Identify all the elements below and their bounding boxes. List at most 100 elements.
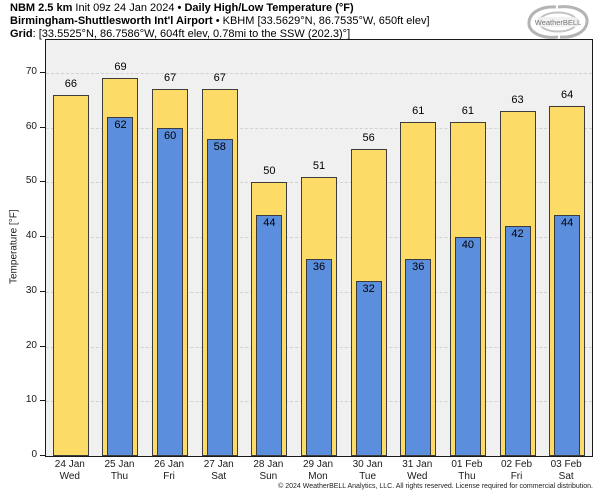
low-bar: 58 [206,138,233,456]
high-value-label: 56 [362,132,375,145]
low-value-label: 44 [561,217,574,230]
x-tick-day: Sat [558,470,574,482]
station-name: Birmingham-Shuttlesworth Int'l Airport [10,15,213,27]
grid-line [46,72,592,74]
x-tick-date: 03 Feb [550,459,582,470]
low-bar: 62 [107,116,134,456]
y-tick-label: 70 [25,65,37,77]
y-tick-mark [40,236,45,238]
x-tick-label: 26 Jan Fri [139,459,199,482]
chart-title: • Daily High/Low Temperature (°F) [177,2,354,14]
x-tick-day: Sun [259,470,278,482]
header-line-2: Birmingham-Shuttlesworth Int'l Airport •… [10,15,430,28]
low-value-label: 40 [461,239,475,252]
x-tick-day: Mon [308,470,328,482]
logo-text: WeatherBELL [535,18,582,27]
high-value-label: 67 [213,72,226,85]
x-tick-date: 24 Jan [54,459,85,470]
x-tick-day: Fri [163,470,175,482]
grid-line [46,127,592,129]
copyright-footer: © 2024 WeatherBELL Analytics, LLC. All r… [278,483,593,490]
x-tick-label: 31 Jan Wed [387,459,447,482]
y-tick-label: 30 [25,284,37,296]
high-value-label: 50 [263,165,276,178]
x-tick-label: 25 Jan Thu [89,459,149,482]
x-tick-label: 27 Jan Sat [189,459,249,482]
low-value-label: 62 [114,118,127,131]
x-tick-label: 29 Jan Mon [288,459,348,482]
y-tick-label: 0 [31,449,37,460]
high-value-label: 63 [511,94,524,107]
low-value-label: 36 [312,260,326,273]
init-info: Init 09z 24 Jan 2024 [72,2,178,14]
x-tick-date: 27 Jan [203,459,234,470]
x-tick-date: 29 Jan [302,459,334,470]
x-tick-day: Fri [510,470,523,482]
low-bar: 40 [454,237,481,456]
plot-area: 66 69 62 67 60 67 58 50 44 51 36 56 32 61 36 61 40 63 42 64… [45,39,593,457]
x-tick-date: 02 Feb [500,459,533,470]
x-tick-day: Tue [359,470,377,482]
y-tick-mark [40,181,45,183]
x-tick-label: 03 Feb Sat [536,459,596,482]
x-tick-day: Wed [407,470,428,482]
x-tick-label: 30 Jan Tue [338,459,398,482]
y-tick-mark [40,290,45,292]
header-line-1: NBM 2.5 km Init 09z 24 Jan 2024 • Daily … [10,2,430,15]
low-bar: 36 [405,258,432,456]
weatherbell-logo: WeatherBELL [527,5,589,39]
y-tick-mark [40,71,45,73]
station-info: • KBHM [33.5629°N, 86.7535°W, 650ft elev… [212,15,430,27]
x-tick-day: Thu [458,470,476,482]
x-tick-date: 30 Jan [352,459,383,470]
high-value-label: 69 [114,61,127,74]
low-bar: 44 [256,215,283,456]
high-value-label: 51 [312,159,326,172]
grid-label: Grid [10,28,33,40]
high-value-label: 67 [163,72,177,85]
x-tick-date: 25 Jan [104,459,135,470]
y-tick-mark [40,126,45,128]
low-value-label: 42 [511,228,524,241]
model-name: NBM 2.5 km [10,2,73,14]
y-tick-label: 10 [25,394,37,406]
y-tick-mark [40,455,45,456]
high-value-label: 61 [412,105,425,118]
x-tick-date: 01 Feb [451,459,483,470]
high-value-label: 61 [461,105,475,118]
x-tick-date: 28 Jan [253,459,284,470]
low-value-label: 44 [263,217,276,230]
low-bar: 32 [355,280,382,456]
low-value-label: 58 [213,140,226,153]
x-tick-label: 01 Feb Thu [437,459,497,482]
low-bar: 42 [504,226,531,456]
grid-info: : [33.5525°N, 86.7586°W, 604ft elev, 0.7… [32,28,351,40]
low-bar: 36 [306,258,332,456]
y-tick-label: 60 [25,120,37,132]
x-tick-label: 24 Jan Wed [40,459,100,482]
x-tick-label: 02 Feb Fri [487,459,547,482]
x-tick-date: 31 Jan [402,459,433,470]
x-tick-label: 28 Jan Sun [238,459,298,482]
x-tick-day: Wed [59,470,80,482]
high-value-label: 66 [64,77,77,90]
header-line-3: Grid: [33.5525°N, 86.7586°W, 604ft elev,… [10,28,430,41]
y-tick-label: 50 [25,175,37,187]
high-bar [52,94,89,456]
x-tick-day: Sat [211,470,227,482]
logo-text-backing [536,17,580,27]
y-tick-label: 20 [25,339,37,351]
low-bar: 60 [157,127,184,456]
low-value-label: 36 [412,260,425,273]
y-tick-mark [40,345,45,347]
y-axis-title: Temperature [°F] [8,209,20,285]
low-bar: 44 [554,215,581,456]
y-tick-label: 40 [25,230,37,242]
high-value-label: 64 [561,88,574,101]
x-tick-date: 26 Jan [154,459,185,470]
y-tick-mark [40,400,45,402]
low-value-label: 60 [163,129,177,142]
low-value-label: 32 [362,282,375,295]
chart-header: NBM 2.5 km Init 09z 24 Jan 2024 • Daily … [10,2,430,41]
